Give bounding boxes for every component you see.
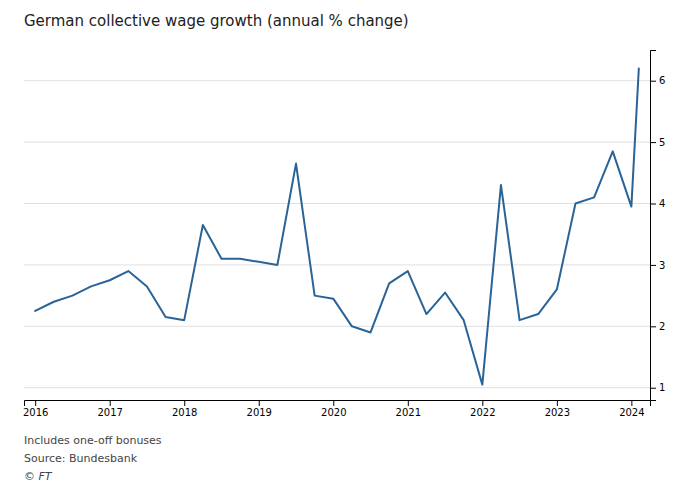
- grid-line: [24, 203, 650, 204]
- y-tick-label: 1: [659, 382, 665, 393]
- x-tick-label: 2019: [247, 407, 272, 418]
- x-tick: 2024: [619, 400, 644, 418]
- y-tick-label: 5: [659, 137, 665, 148]
- x-tick-mark: [557, 400, 558, 406]
- y-tick: 2: [650, 321, 665, 332]
- grid-line: [24, 387, 650, 388]
- y-tick-label: 4: [659, 198, 665, 209]
- x-tick-label: 2021: [396, 407, 421, 418]
- y-tick-mark: [650, 204, 656, 205]
- x-tick: 2016: [23, 400, 48, 418]
- y-tick-label: 6: [659, 75, 665, 86]
- x-tick-label: 2018: [172, 407, 197, 418]
- x-tick: 2021: [396, 400, 421, 418]
- data-line: [35, 68, 639, 384]
- y-axis-line: [651, 51, 657, 401]
- x-tick-label: 2024: [619, 407, 644, 418]
- y-tick-mark: [650, 265, 656, 266]
- y-tick-mark: [650, 326, 656, 327]
- chart-title: German collective wage growth (annual % …: [24, 12, 409, 30]
- y-tick-label: 3: [659, 260, 665, 271]
- x-tick-mark: [259, 400, 260, 406]
- x-tick-label: 2017: [97, 407, 122, 418]
- grid: [24, 81, 650, 388]
- grid-line: [24, 264, 650, 265]
- x-axis: 2016 2017 2018 2019 2020 2021 2022 2023 2024: [23, 400, 651, 418]
- x-tick-label: 2022: [470, 407, 495, 418]
- y-tick: 5: [650, 137, 665, 148]
- x-tick-mark: [35, 400, 36, 406]
- grid-line: [24, 142, 650, 143]
- y-tick-mark: [650, 388, 656, 389]
- y-tick-mark: [650, 81, 656, 82]
- footnote: © FT: [24, 470, 53, 483]
- x-tick-mark: [184, 400, 185, 406]
- plot-area: [35, 68, 639, 384]
- x-tick-mark: [408, 400, 409, 406]
- y-tick: 6: [650, 75, 665, 86]
- x-tick-label: 2023: [545, 407, 570, 418]
- y-tick-mark: [650, 142, 656, 143]
- x-axis-line: [25, 401, 651, 407]
- x-tick-label: 2016: [23, 407, 48, 418]
- footnote: Source: Bundesbank: [24, 452, 138, 465]
- footnote: Includes one-off bonuses: [24, 434, 162, 447]
- x-tick: 2020: [321, 400, 346, 418]
- chart-svg: German collective wage growth (annual % …: [0, 0, 700, 500]
- y-tick: 3: [650, 260, 665, 271]
- footnotes: Includes one-off bonuses Source: Bundesba…: [24, 434, 162, 483]
- x-tick-mark: [333, 400, 334, 406]
- x-tick-mark: [110, 400, 111, 406]
- y-tick: 4: [650, 198, 665, 209]
- x-tick-mark: [482, 400, 483, 406]
- x-tick: 2019: [247, 400, 272, 418]
- y-tick: 1: [650, 382, 665, 393]
- chart-container: German collective wage growth (annual % …: [0, 0, 700, 500]
- y-tick-label: 2: [659, 321, 665, 332]
- x-tick-label: 2020: [321, 407, 346, 418]
- grid-line: [24, 326, 650, 327]
- y-axis: 1 2 3 4 5 6: [650, 51, 665, 401]
- x-tick: 2017: [97, 400, 122, 418]
- x-tick: 2023: [545, 400, 570, 418]
- x-tick: 2018: [172, 400, 197, 418]
- x-tick: 2022: [470, 400, 495, 418]
- x-tick-mark: [631, 400, 632, 406]
- grid-line: [24, 80, 650, 81]
